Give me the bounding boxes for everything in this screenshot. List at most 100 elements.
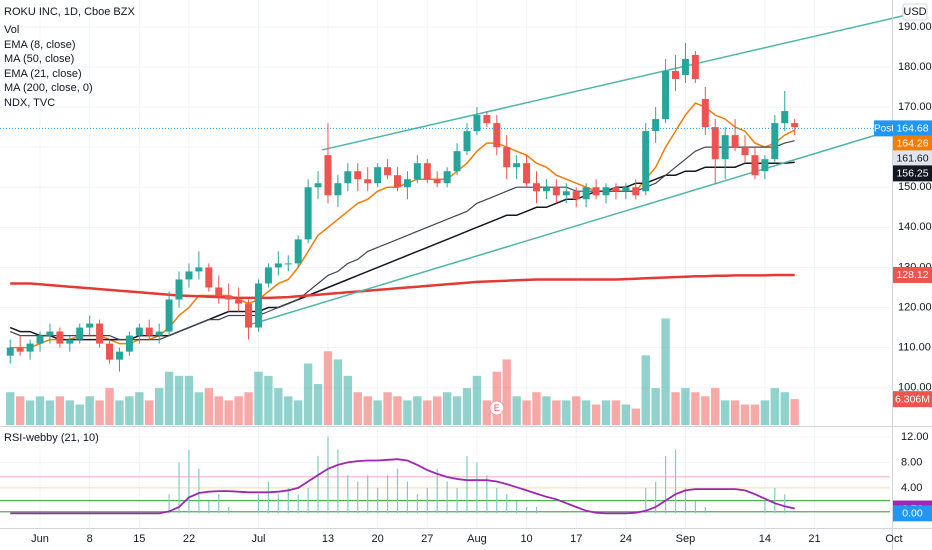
candle-body — [781, 111, 789, 124]
x-tick-label: 24 — [620, 533, 632, 545]
rsi-tick-label: 8.00 — [901, 456, 922, 468]
volume-bar — [115, 400, 124, 425]
candle-body — [274, 263, 282, 268]
candle-body — [662, 70, 670, 120]
rsi-title: RSI-webby (21, 10) — [4, 432, 99, 444]
overlay: ROKU INC, 1D, Cboe BZX Vol EMA (8, close… — [4, 3, 928, 444]
candle-body — [433, 179, 441, 184]
candle-body — [96, 323, 104, 344]
volume-bar — [105, 388, 114, 425]
x-tick-label: 27 — [421, 533, 433, 545]
y-tick-label: 170.00 — [898, 101, 932, 113]
candle-body — [513, 163, 521, 168]
volume-bar — [25, 400, 35, 425]
x-tick-label: 10 — [520, 533, 532, 545]
candle-body — [195, 267, 203, 272]
candle-body — [264, 267, 272, 284]
rsi-tick-label: 12.00 — [901, 431, 929, 443]
candle-body — [691, 54, 699, 79]
volume-bar — [581, 400, 591, 425]
candle-body — [672, 70, 680, 79]
candle-body — [304, 187, 312, 240]
volume-bar — [284, 396, 293, 425]
volume-bar — [254, 371, 263, 425]
volume-bar — [790, 399, 799, 425]
x-tick-label: 20 — [372, 533, 384, 545]
volume-bar — [512, 396, 521, 425]
y-tick-label: 190.00 — [898, 21, 932, 33]
price-badge-box — [893, 120, 932, 137]
candle-body — [66, 339, 74, 344]
candle-body — [642, 131, 650, 192]
volume-bar — [35, 396, 45, 425]
legend-ema21: EMA (21, close) — [4, 68, 82, 80]
candle-body — [115, 351, 123, 360]
candle-body — [284, 263, 292, 265]
x-tick-label: 13 — [322, 533, 334, 545]
candle-body — [443, 171, 451, 184]
candle-body — [652, 119, 660, 132]
candle-body — [354, 171, 362, 180]
candle-body — [76, 327, 84, 340]
volume-bar — [6, 392, 15, 425]
volume-bar — [95, 400, 104, 425]
volume-bar — [383, 392, 392, 425]
candle-body — [135, 327, 143, 336]
candle-body — [165, 299, 173, 332]
candle-body — [364, 179, 372, 184]
candle-body — [185, 271, 193, 280]
candle-body — [344, 171, 352, 184]
candle-body — [582, 187, 590, 200]
rsi-hist-badge: 0.00 — [902, 508, 923, 520]
candle-body — [681, 58, 689, 75]
candle-body — [155, 331, 163, 336]
volume-bar — [433, 396, 442, 425]
volume-bar — [701, 396, 710, 425]
candle-body — [175, 279, 183, 300]
candle-body — [562, 191, 570, 196]
volume-bar — [353, 392, 362, 425]
volume-bar — [740, 404, 750, 425]
volume-bar — [532, 392, 541, 425]
candle-body — [106, 343, 114, 360]
y-tick-label: 150.00 — [898, 181, 932, 193]
candle-body — [592, 187, 600, 196]
candle-body — [741, 147, 749, 156]
volume-bar — [671, 392, 680, 425]
candle-body — [473, 115, 481, 132]
volume-bar — [611, 400, 621, 425]
volume-bar — [343, 375, 353, 425]
volume-bar — [333, 359, 343, 425]
candle-body — [731, 135, 739, 148]
candle-body — [235, 299, 243, 304]
volume-bar — [601, 400, 611, 425]
volume-bar — [760, 400, 770, 425]
trend-line — [245, 129, 894, 327]
candle-body — [125, 335, 133, 352]
candle-body — [26, 343, 34, 352]
candle-body — [542, 187, 550, 192]
candle-body — [523, 163, 531, 184]
candle-body — [6, 347, 14, 356]
volume-bar — [423, 400, 432, 425]
candle-body — [552, 187, 560, 196]
x-tick-label: Jun — [31, 533, 49, 545]
candle-body — [294, 239, 302, 264]
candle-body — [622, 187, 630, 192]
volume-bar — [135, 392, 144, 425]
volume-bar — [125, 396, 134, 425]
badge-tag-box — [874, 120, 894, 137]
y-tick-label: 140.00 — [898, 221, 932, 233]
volume-bar — [15, 396, 25, 425]
volume-bar — [264, 375, 273, 425]
candle-body — [572, 191, 580, 200]
price-badge-box — [893, 150, 932, 167]
legend-volume: Vol — [4, 24, 19, 36]
candle-body — [701, 99, 709, 128]
volume-bar — [452, 396, 462, 425]
volume-bar — [154, 388, 164, 425]
candle-body — [46, 331, 54, 336]
symbol-header: ROKU INC, 1D, Cboe BZX — [4, 6, 135, 18]
volume-bar — [780, 392, 789, 425]
